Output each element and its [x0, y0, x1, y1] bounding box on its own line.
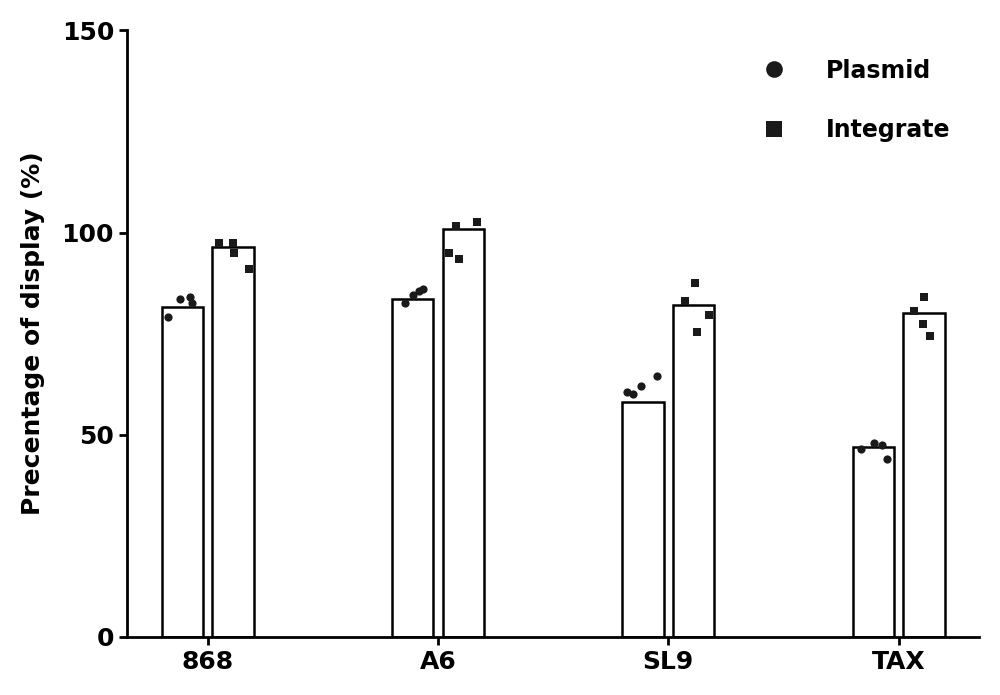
Point [160, 312, 176, 323]
Bar [212, 247, 254, 637]
Point [184, 297, 200, 309]
Point [441, 247, 457, 259]
Point [879, 453, 895, 464]
Bar [443, 229, 484, 637]
Point [172, 294, 188, 305]
Bar [853, 447, 894, 637]
Y-axis label: Precentage of display (%): Precentage of display (%) [21, 152, 45, 516]
Point [225, 237, 241, 248]
Point [649, 370, 665, 382]
Point [866, 437, 882, 448]
Point [241, 263, 257, 275]
Point [182, 292, 198, 303]
Point [411, 286, 427, 297]
Point [633, 381, 649, 392]
Point [226, 247, 242, 259]
Point [853, 443, 869, 455]
Point [906, 306, 922, 317]
Point [448, 221, 464, 232]
Point [916, 292, 932, 303]
Bar [392, 300, 433, 637]
Point [415, 284, 431, 295]
Legend: Plasmid, Integrate: Plasmid, Integrate [741, 49, 960, 152]
Point [451, 253, 467, 264]
Point [619, 386, 635, 398]
Bar [622, 402, 664, 637]
Point [687, 277, 703, 288]
Point [689, 326, 705, 337]
Bar [162, 307, 203, 637]
Point [922, 330, 938, 341]
Point [915, 318, 931, 329]
Bar [903, 313, 945, 637]
Point [469, 217, 485, 228]
Point [701, 310, 717, 321]
Point [874, 439, 890, 450]
Bar [673, 305, 714, 637]
Point [625, 389, 641, 400]
Point [211, 237, 227, 248]
Point [677, 296, 693, 307]
Point [397, 297, 413, 309]
Point [405, 290, 421, 301]
